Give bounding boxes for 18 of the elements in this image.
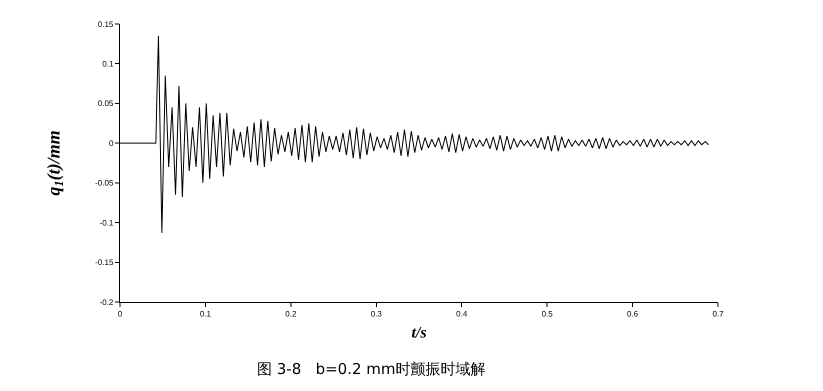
y-tick-label: -0.15: [95, 258, 114, 268]
x-tick-label: 0.4: [456, 310, 468, 319]
x-tick-label: 0.2: [285, 310, 297, 319]
x-tick-label: 0.5: [542, 310, 554, 319]
y-tick-label: -0.1: [100, 218, 114, 228]
y-tick-label: 0: [108, 138, 114, 148]
x-tick-label: 0.6: [627, 310, 639, 319]
x-tick-label: 0.3: [370, 310, 382, 319]
y-tick-label: -0.05: [95, 178, 114, 188]
y-tick-label: 0.15: [98, 20, 114, 29]
y-tick-label: -0.2: [100, 298, 114, 307]
y-tick-label: 0.05: [98, 99, 114, 108]
x-axis-title: t/s: [411, 324, 427, 342]
x-tick-label: 0.1: [200, 310, 212, 319]
caption: 图 3-8 b=0.2 mm时颤振时域解: [257, 360, 486, 378]
x-tick-label: 0: [118, 310, 123, 319]
x-tick-label: 0.7: [712, 310, 724, 319]
y-tick-label: 0.1: [102, 60, 114, 69]
